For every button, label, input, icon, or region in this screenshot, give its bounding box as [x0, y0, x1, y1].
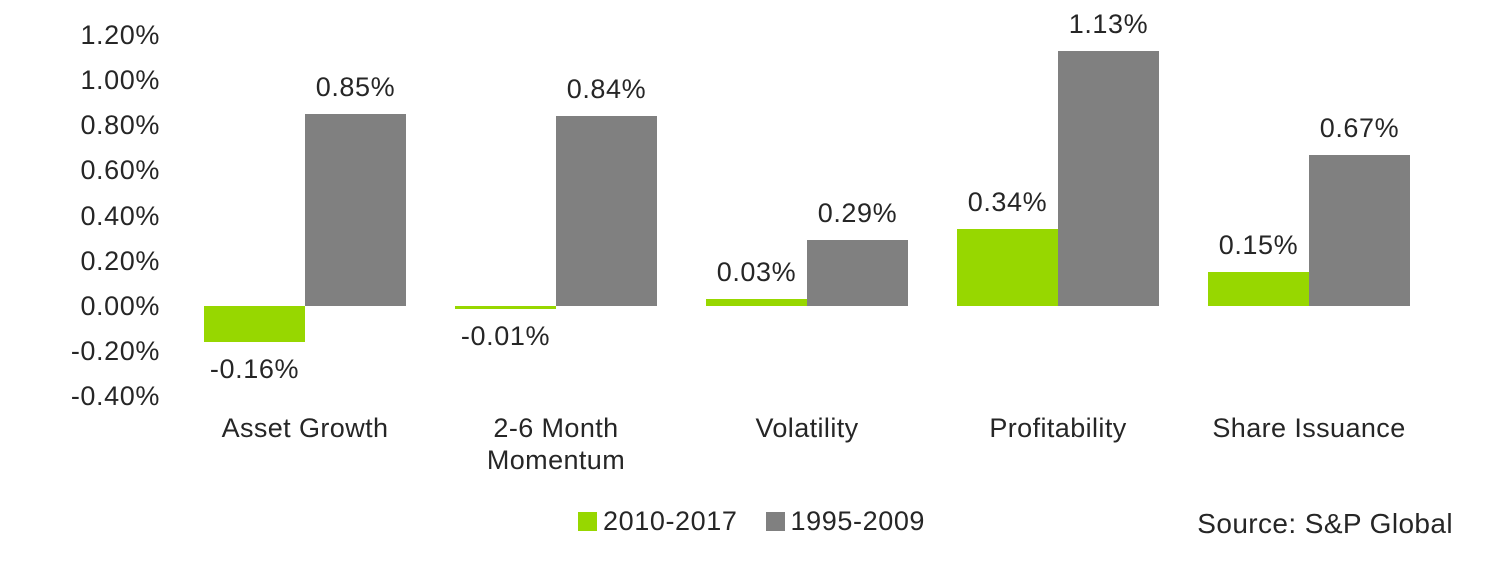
bar-2010-2017-profitability	[957, 229, 1058, 306]
data-label-1995-2009-share-issuance: 0.67%	[1319, 112, 1400, 143]
data-label-2010-2017-asset-growth: -0.16%	[209, 354, 300, 385]
bar-2010-2017-share-issuance	[1208, 272, 1309, 306]
bar-1995-2009-share-issuance	[1309, 154, 1410, 306]
y-axis-tick-label: 0.20%	[80, 245, 160, 276]
y-axis-tick-label: 1.20%	[80, 19, 160, 50]
bar-1995-2009-2-6-month-momentum	[556, 116, 657, 306]
data-label-1995-2009-volatility: 0.29%	[817, 198, 898, 229]
legend-label: 2010-2017	[603, 506, 738, 536]
category-label-share-issuance: Share Issuance	[1212, 413, 1406, 443]
legend-item-2010-2017: 2010-2017	[578, 506, 738, 537]
source-label: Source: S&P Global	[1197, 508, 1453, 539]
data-label-2010-2017-volatility: 0.03%	[716, 257, 797, 288]
y-axis-tick-label: 0.00%	[80, 291, 160, 321]
legend: 2010-2017 1995-2009	[578, 506, 925, 537]
data-label-1995-2009-asset-growth: 0.85%	[315, 71, 396, 102]
data-label-1995-2009-profitability: 1.13%	[1068, 8, 1149, 39]
data-label-2010-2017-share-issuance: 0.15%	[1218, 230, 1299, 261]
legend-label: 1995-2009	[790, 506, 926, 536]
y-axis-tick-label: 0.60%	[80, 155, 160, 186]
bar-2010-2017-2-6-month-momentum	[455, 306, 556, 309]
y-axis-tick-label: 0.40%	[80, 200, 160, 231]
legend-swatch-icon	[765, 512, 785, 531]
bar-1995-2009-asset-growth	[305, 113, 406, 306]
bar-1995-2009-profitability	[1058, 50, 1159, 306]
bar-2010-2017-asset-growth	[204, 306, 305, 343]
data-label-2010-2017-profitability: 0.34%	[967, 187, 1048, 218]
category-label-2-6-month-momentum: 2-6 Month Momentum	[486, 413, 626, 475]
legend-item-1995-2009: 1995-2009	[765, 506, 926, 537]
y-axis-tick-label: -0.20%	[70, 336, 160, 367]
y-axis-tick-label: 1.00%	[80, 65, 160, 95]
bar-1995-2009-volatility	[807, 240, 908, 306]
y-axis-tick-label: -0.40%	[70, 381, 160, 412]
bar-2010-2017-volatility	[706, 299, 807, 306]
category-label-volatility: Volatility	[755, 413, 859, 443]
category-label-asset-growth: Asset Growth	[221, 413, 389, 443]
data-label-2010-2017-2-6-month-momentum: -0.01%	[460, 320, 551, 351]
data-label-1995-2009-2-6-month-momentum: 0.84%	[566, 74, 647, 105]
legend-swatch-icon	[578, 512, 597, 531]
y-axis-tick-label: 0.80%	[80, 110, 160, 141]
category-label-profitability: Profitability	[989, 413, 1127, 443]
